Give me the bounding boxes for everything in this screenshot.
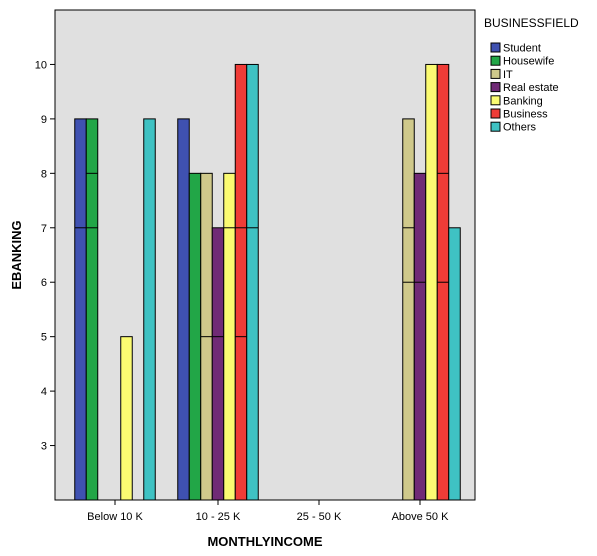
legend-label: Real estate: [503, 82, 559, 94]
y-tick-label: 3: [41, 441, 47, 453]
bar: [74, 118, 87, 501]
y-axis: 3 4 5 6 7 8 9 10: [35, 59, 55, 453]
y-tick-label: 7: [41, 223, 47, 235]
y-axis-label: EBANKING: [9, 220, 24, 289]
bar: [85, 118, 99, 501]
legend-swatch: [490, 42, 501, 53]
y-tick-label: 6: [41, 277, 47, 289]
legend-label: Housewife: [503, 56, 554, 68]
legend-swatch: [490, 55, 501, 66]
legend-label: Student: [503, 43, 541, 55]
bar: [413, 172, 427, 501]
legend-swatch: [490, 68, 501, 79]
legend-swatch: [490, 121, 501, 132]
x-tick-label: Below 10 K: [87, 511, 143, 523]
y-tick-label: 9: [41, 114, 47, 126]
x-tick-label: Above 50 K: [392, 511, 450, 523]
legend-swatch: [490, 82, 501, 93]
x-axis: Below 10 K 10 - 25 K 25 - 50 K Above 50 K: [87, 500, 449, 523]
y-tick-label: 4: [41, 386, 47, 398]
legend-label: IT: [503, 69, 513, 81]
bar: [143, 118, 156, 501]
y-tick-label: 5: [41, 332, 47, 344]
legend-label: Business: [503, 109, 548, 121]
x-tick-label: 25 - 50 K: [297, 511, 342, 523]
legend-label: Others: [503, 122, 537, 134]
y-tick-label: 10: [35, 59, 47, 71]
legend-title: BUSINESSFIELD: [484, 16, 579, 30]
y-tick-label: 8: [41, 168, 47, 180]
bar: [234, 63, 248, 501]
legend-label: Banking: [503, 95, 543, 107]
bar: [120, 336, 133, 501]
bar: [211, 227, 225, 501]
bar: [177, 118, 190, 501]
bar: [246, 63, 259, 501]
x-tick-label: 10 - 25 K: [196, 511, 241, 523]
bar: [188, 172, 202, 501]
legend-swatch: [490, 108, 501, 119]
bar: [223, 172, 236, 501]
legend-swatch: [490, 95, 501, 106]
x-axis-label: MONTHLYINCOME: [207, 534, 322, 549]
bar: [425, 63, 438, 501]
bar: [402, 118, 415, 501]
bar: [448, 227, 461, 501]
bars-layer: [74, 63, 461, 501]
